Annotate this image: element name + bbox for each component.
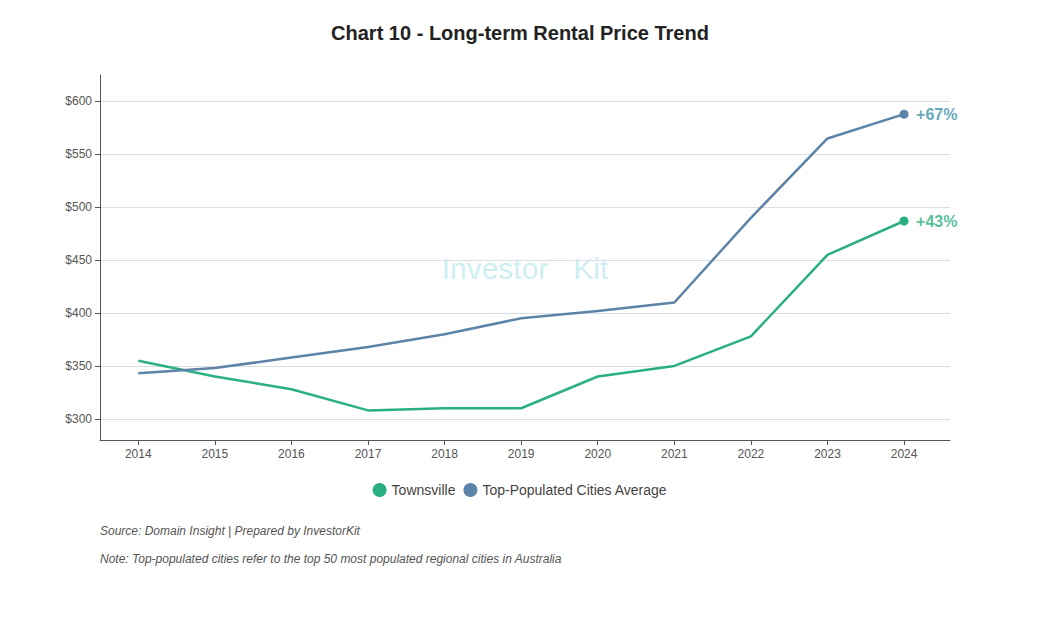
svg-text:2023: 2023 bbox=[814, 447, 841, 461]
svg-text:2018: 2018 bbox=[431, 447, 458, 461]
svg-text:$600: $600 bbox=[65, 94, 92, 108]
svg-text:2016: 2016 bbox=[278, 447, 305, 461]
svg-text:+67%: +67% bbox=[916, 106, 957, 123]
svg-text:$300: $300 bbox=[65, 412, 92, 426]
svg-text:Source: Domain Insight | Prepa: Source: Domain Insight | Prepared by Inv… bbox=[100, 524, 361, 538]
svg-text:2020: 2020 bbox=[584, 447, 611, 461]
svg-text:$500: $500 bbox=[65, 200, 92, 214]
svg-text:$450: $450 bbox=[65, 253, 92, 267]
svg-text:Townsville: Townsville bbox=[392, 482, 456, 498]
svg-text:$400: $400 bbox=[65, 306, 92, 320]
svg-text:2022: 2022 bbox=[738, 447, 765, 461]
svg-text:Note: Top-populated cities ref: Note: Top-populated cities refer to the … bbox=[100, 552, 562, 566]
svg-text:2019: 2019 bbox=[508, 447, 535, 461]
svg-text:2014: 2014 bbox=[125, 447, 152, 461]
svg-text:+43%: +43% bbox=[916, 213, 957, 230]
svg-text:2024: 2024 bbox=[891, 447, 918, 461]
svg-text:2021: 2021 bbox=[661, 447, 688, 461]
svg-text:2017: 2017 bbox=[355, 447, 382, 461]
svg-text:Investor Kit: Investor Kit bbox=[442, 252, 609, 285]
svg-text:Chart 10 - Long-term Rental Pr: Chart 10 - Long-term Rental Price Trend bbox=[331, 22, 709, 44]
svg-text:2015: 2015 bbox=[202, 447, 229, 461]
svg-text:$550: $550 bbox=[65, 147, 92, 161]
svg-text:$350: $350 bbox=[65, 359, 92, 373]
svg-text:Top-Populated Cities Average: Top-Populated Cities Average bbox=[482, 482, 666, 498]
